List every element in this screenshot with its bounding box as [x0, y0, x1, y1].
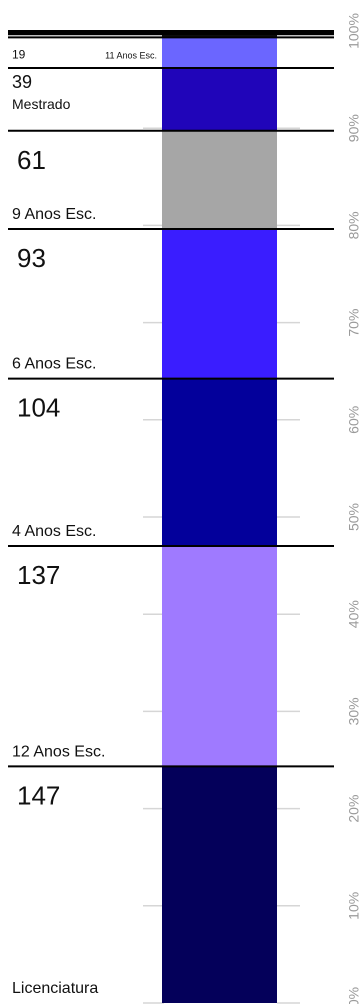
- bar-segment-3: [162, 228, 277, 379]
- segment-count-6: 19: [12, 47, 26, 61]
- segment-name-4: 9 Anos Esc.: [12, 206, 97, 223]
- segment-labels: 147 Licenciatura 137 12 Anos Esc. 104 4 Anos …: [12, 47, 157, 997]
- segment-separators: [8, 30, 334, 768]
- y-tick-label-8: 80%: [346, 211, 362, 239]
- bar-segment-6: [162, 37, 277, 69]
- segment-name-3: 6 Anos Esc.: [12, 356, 97, 373]
- segment-name-6: 11 Anos Esc.: [105, 50, 157, 60]
- y-axis-ticks: 0% 10% 20% 30% 40% 50% 60% 70% 80% 90% 100%: [346, 13, 362, 1004]
- y-tick-label-6: 60%: [346, 406, 362, 434]
- segment-name-1: 12 Anos Esc.: [12, 743, 105, 760]
- segment-name-5: Mestrado: [12, 96, 71, 112]
- y-tick-label-7: 70%: [346, 309, 362, 337]
- segment-name-0: Licenciatura: [12, 980, 98, 997]
- segment-count-2: 104: [17, 393, 60, 423]
- y-tick-label-9: 90%: [346, 114, 362, 142]
- y-tick-label-10: 100%: [346, 13, 362, 49]
- segment-count-0: 147: [17, 780, 60, 810]
- bar-segment-1: [162, 545, 277, 767]
- y-tick-label-4: 40%: [346, 600, 362, 628]
- bar-segment-0: [162, 766, 277, 1003]
- bar-segments: [162, 31, 277, 1003]
- bar-segment-7: [162, 34, 277, 38]
- segment-count-4: 61: [17, 145, 46, 175]
- bar-segment-2: [162, 378, 277, 546]
- segment-count-5: 39: [12, 72, 32, 92]
- segment-count-3: 93: [17, 243, 46, 273]
- bar-segment-4: [162, 130, 277, 229]
- segment-name-2: 4 Anos Esc.: [12, 523, 97, 540]
- y-tick-label-1: 10%: [346, 892, 362, 920]
- y-tick-label-0: 0%: [346, 987, 362, 1004]
- y-tick-label-5: 50%: [346, 503, 362, 531]
- segment-count-1: 137: [17, 560, 60, 590]
- y-tick-label-3: 30%: [346, 697, 362, 725]
- y-tick-label-2: 20%: [346, 795, 362, 823]
- bar-segment-5: [162, 68, 277, 131]
